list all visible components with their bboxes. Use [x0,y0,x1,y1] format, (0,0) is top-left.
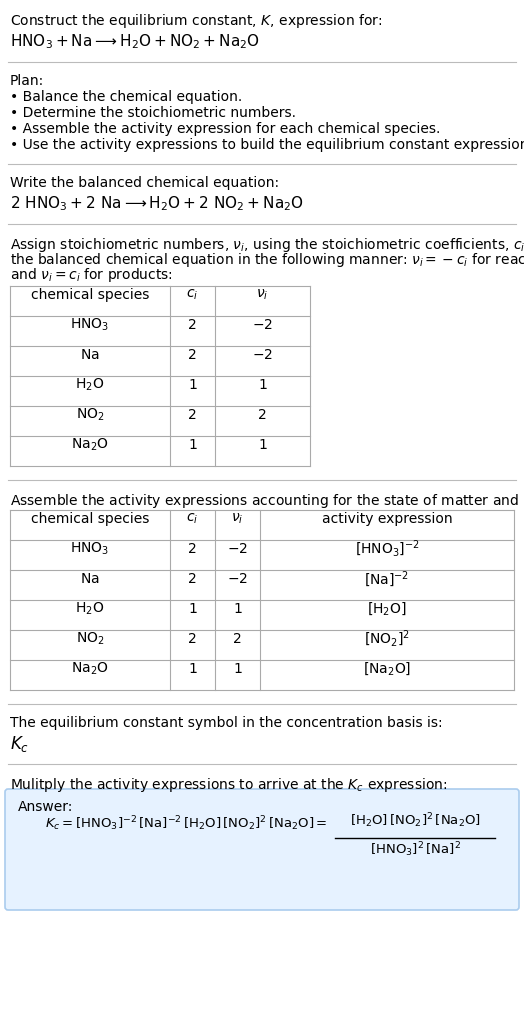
Text: $[\mathrm{H_2O}]\,[\mathrm{NO_2}]^2\,[\mathrm{Na_2O}]$: $[\mathrm{H_2O}]\,[\mathrm{NO_2}]^2\,[\m… [350,812,481,830]
Text: $[\mathrm{Na_2O}]$: $[\mathrm{Na_2O}]$ [363,661,411,677]
Text: $-2$: $-2$ [227,542,248,556]
Text: $\nu_i$: $\nu_i$ [256,288,269,302]
Text: chemical species: chemical species [31,288,149,302]
Text: $\mathrm{H_2O}$: $\mathrm{H_2O}$ [75,377,105,394]
Text: $[\mathrm{NO_2}]^2$: $[\mathrm{NO_2}]^2$ [364,629,410,649]
Text: 1: 1 [188,602,197,616]
Text: Construct the equilibrium constant, $K$, expression for:: Construct the equilibrium constant, $K$,… [10,12,383,29]
Text: Answer:: Answer: [18,800,73,814]
Text: the balanced chemical equation in the following manner: $\nu_i = -c_i$ for react: the balanced chemical equation in the fo… [10,251,524,270]
Text: • Determine the stoichiometric numbers.: • Determine the stoichiometric numbers. [10,106,296,120]
Text: 1: 1 [258,378,267,392]
Text: $\mathrm{HNO_3}$: $\mathrm{HNO_3}$ [70,541,110,557]
Text: Plan:: Plan: [10,74,44,88]
Text: 2: 2 [258,408,267,422]
Text: 2: 2 [188,572,197,586]
Text: $-2$: $-2$ [252,318,273,332]
Text: 1: 1 [258,438,267,452]
Text: • Assemble the activity expression for each chemical species.: • Assemble the activity expression for e… [10,122,440,136]
Text: $\mathrm{HNO_3 + Na \longrightarrow H_2O + NO_2 + Na_2O}$: $\mathrm{HNO_3 + Na \longrightarrow H_2O… [10,32,260,51]
Text: activity expression: activity expression [322,512,452,526]
Text: The equilibrium constant symbol in the concentration basis is:: The equilibrium constant symbol in the c… [10,716,443,730]
Text: 2: 2 [188,348,197,362]
Text: 2: 2 [188,318,197,332]
Text: $\mathrm{HNO_3}$: $\mathrm{HNO_3}$ [70,317,110,334]
Text: 1: 1 [233,602,242,616]
Text: $K_c$: $K_c$ [10,734,29,754]
Text: 1: 1 [188,438,197,452]
Text: $\mathrm{Na}$: $\mathrm{Na}$ [80,348,100,362]
Text: $[\mathrm{H_2O}]$: $[\mathrm{H_2O}]$ [367,601,407,617]
Text: Write the balanced chemical equation:: Write the balanced chemical equation: [10,176,279,190]
Text: Mulitply the activity expressions to arrive at the $K_c$ expression:: Mulitply the activity expressions to arr… [10,776,447,794]
Text: $\mathrm{Na_2O}$: $\mathrm{Na_2O}$ [71,661,109,677]
Text: $c_i$: $c_i$ [187,288,199,302]
Text: $\mathrm{NO_2}$: $\mathrm{NO_2}$ [75,407,104,423]
Text: • Balance the chemical equation.: • Balance the chemical equation. [10,89,242,104]
Text: 1: 1 [188,378,197,392]
Text: $\mathrm{Na}$: $\mathrm{Na}$ [80,572,100,586]
Text: $c_i$: $c_i$ [187,512,199,526]
Text: and $\nu_i = c_i$ for products:: and $\nu_i = c_i$ for products: [10,266,173,284]
Text: $\mathrm{H_2O}$: $\mathrm{H_2O}$ [75,601,105,617]
Text: chemical species: chemical species [31,512,149,526]
Text: $-2$: $-2$ [227,572,248,586]
Text: Assemble the activity expressions accounting for the state of matter and $\nu_i$: Assemble the activity expressions accoun… [10,492,524,510]
Text: $\mathrm{NO_2}$: $\mathrm{NO_2}$ [75,631,104,647]
Text: $[\mathrm{Na}]^{-2}$: $[\mathrm{Na}]^{-2}$ [364,570,410,589]
Text: $\mathrm{Na_2O}$: $\mathrm{Na_2O}$ [71,436,109,454]
Text: 2: 2 [188,632,197,646]
Text: 2: 2 [188,542,197,556]
Text: $-2$: $-2$ [252,348,273,362]
Text: 2: 2 [188,408,197,422]
Text: $[\mathrm{HNO_3}]^{-2}$: $[\mathrm{HNO_3}]^{-2}$ [355,539,419,559]
FancyBboxPatch shape [5,789,519,910]
Text: $K_c = [\mathrm{HNO_3}]^{-2}\,[\mathrm{Na}]^{-2}\,[\mathrm{H_2O}]\,[\mathrm{NO_2: $K_c = [\mathrm{HNO_3}]^{-2}\,[\mathrm{N… [45,815,328,833]
Text: 1: 1 [233,662,242,676]
Text: Assign stoichiometric numbers, $\nu_i$, using the stoichiometric coefficients, $: Assign stoichiometric numbers, $\nu_i$, … [10,236,524,254]
Text: • Use the activity expressions to build the equilibrium constant expression.: • Use the activity expressions to build … [10,138,524,152]
Text: 1: 1 [188,662,197,676]
Text: 2: 2 [233,632,242,646]
Text: $\nu_i$: $\nu_i$ [231,512,244,526]
Text: $\mathrm{2\ HNO_3 + 2\ Na \longrightarrow H_2O + 2\ NO_2 + Na_2O}$: $\mathrm{2\ HNO_3 + 2\ Na \longrightarro… [10,194,304,213]
Text: $[\mathrm{HNO_3}]^2\,[\mathrm{Na}]^2$: $[\mathrm{HNO_3}]^2\,[\mathrm{Na}]^2$ [369,840,461,858]
